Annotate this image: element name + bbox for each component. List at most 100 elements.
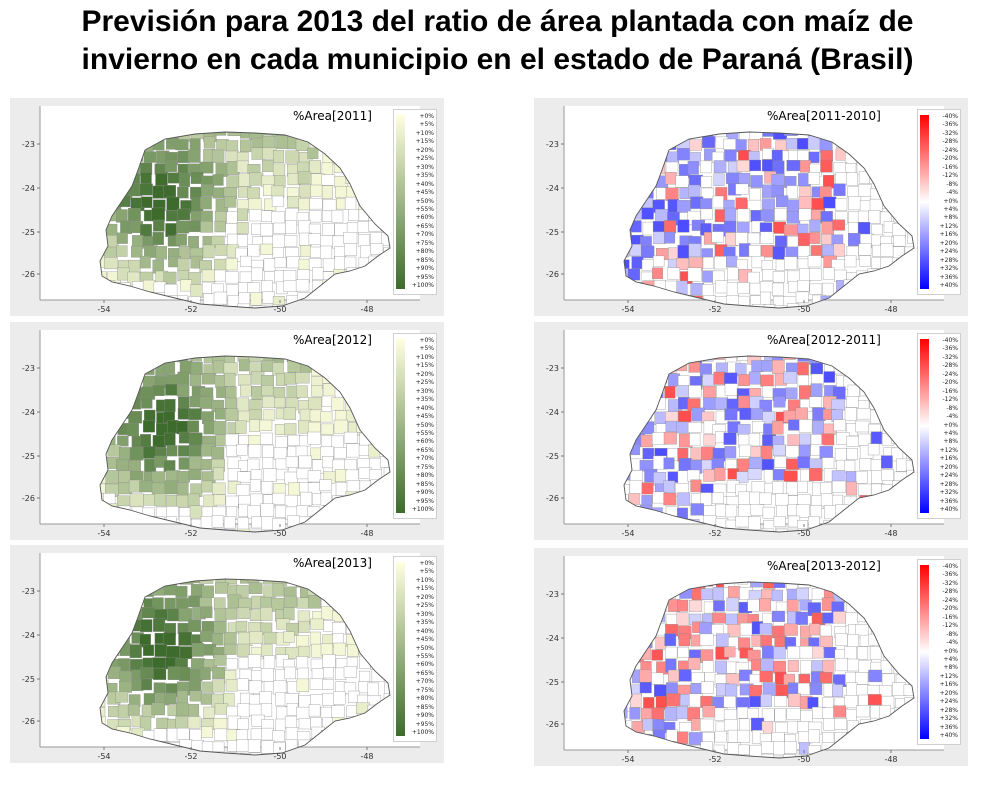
municipality xyxy=(381,751,390,755)
legend-label: +45% xyxy=(415,189,434,197)
legend-label: -4% xyxy=(946,639,958,647)
municipality xyxy=(726,755,739,758)
municipality xyxy=(260,596,273,608)
municipality xyxy=(321,162,334,176)
municipality xyxy=(189,445,202,458)
y-tick-label: -24 xyxy=(22,184,35,193)
legend-label: -16% xyxy=(942,613,958,621)
municipality xyxy=(811,660,824,672)
municipality xyxy=(141,678,153,691)
legend-label: +24% xyxy=(939,698,958,706)
municipality xyxy=(213,654,227,666)
municipality xyxy=(129,447,144,461)
municipality xyxy=(263,655,276,670)
municipality xyxy=(155,173,168,186)
municipality xyxy=(224,529,237,532)
municipality xyxy=(702,660,714,674)
municipality xyxy=(833,183,846,196)
municipality xyxy=(322,199,337,211)
panel-label: %Area[2011] xyxy=(293,109,372,123)
municipality xyxy=(798,419,813,433)
municipality xyxy=(259,419,273,431)
municipality xyxy=(713,600,725,612)
municipality xyxy=(261,644,273,657)
municipality xyxy=(761,245,775,258)
municipality xyxy=(344,196,357,210)
municipality xyxy=(297,597,310,609)
municipality xyxy=(724,149,737,162)
y-tick-label: -23 xyxy=(546,590,559,599)
legend-label: -28% xyxy=(942,362,958,370)
municipality xyxy=(261,727,274,741)
municipality xyxy=(665,187,679,201)
municipality xyxy=(809,623,821,636)
municipality xyxy=(144,245,158,258)
legend-label: +0% xyxy=(943,647,958,655)
municipality xyxy=(641,245,655,259)
municipality xyxy=(188,432,203,447)
municipality xyxy=(309,198,323,210)
municipality xyxy=(786,481,798,496)
municipality xyxy=(700,198,712,210)
municipality xyxy=(104,257,118,270)
municipality xyxy=(739,622,753,636)
municipality xyxy=(855,420,870,433)
municipality xyxy=(250,292,262,306)
legend-label: +70% xyxy=(415,231,434,239)
municipality xyxy=(249,752,262,755)
legend-label: +95% xyxy=(415,497,434,505)
municipality xyxy=(904,306,914,308)
x-tick-label: -48 xyxy=(884,529,897,538)
state-outline xyxy=(623,131,915,309)
municipality xyxy=(725,504,738,518)
municipality xyxy=(312,267,324,280)
municipality xyxy=(714,397,728,410)
municipality xyxy=(786,458,800,470)
municipality xyxy=(773,741,785,756)
municipality xyxy=(225,679,238,692)
municipality xyxy=(690,283,705,296)
municipality xyxy=(260,503,275,517)
municipality xyxy=(772,246,785,260)
municipality xyxy=(846,396,859,408)
municipality xyxy=(797,456,810,469)
municipality xyxy=(129,644,142,659)
municipality xyxy=(783,224,798,236)
municipality xyxy=(166,531,180,532)
municipality xyxy=(322,654,336,668)
municipality xyxy=(323,303,336,308)
legend-label: -8% xyxy=(946,404,958,412)
municipality xyxy=(812,421,824,435)
municipality xyxy=(299,245,311,258)
municipality xyxy=(640,306,653,308)
municipality xyxy=(225,579,237,585)
municipality xyxy=(331,397,345,411)
panel-label: %Area[2012-2011] xyxy=(767,333,881,347)
page-title-line-1: Previsión para 2013 del ratio de área pl… xyxy=(81,5,914,38)
legend-label: -24% xyxy=(942,146,958,154)
municipality xyxy=(797,232,810,247)
y-tick-label: -25 xyxy=(546,678,559,687)
municipality xyxy=(346,443,360,458)
x-tick-label: -54 xyxy=(621,305,634,314)
municipality xyxy=(331,435,344,449)
municipality xyxy=(737,729,750,743)
municipality xyxy=(858,757,872,758)
municipality xyxy=(689,139,702,151)
municipality xyxy=(677,219,690,233)
municipality xyxy=(309,210,322,223)
municipality xyxy=(892,246,905,259)
municipality xyxy=(311,754,325,755)
municipality xyxy=(287,305,300,308)
municipality xyxy=(260,432,273,445)
municipality xyxy=(724,646,736,658)
municipality xyxy=(774,235,788,249)
municipality xyxy=(108,706,120,718)
municipality xyxy=(702,705,716,718)
municipality xyxy=(284,423,297,436)
municipality xyxy=(249,609,262,621)
x-tick-label: -50 xyxy=(273,305,286,314)
municipality xyxy=(141,397,153,409)
legend-label: -40% xyxy=(942,113,958,120)
municipality xyxy=(283,607,295,621)
